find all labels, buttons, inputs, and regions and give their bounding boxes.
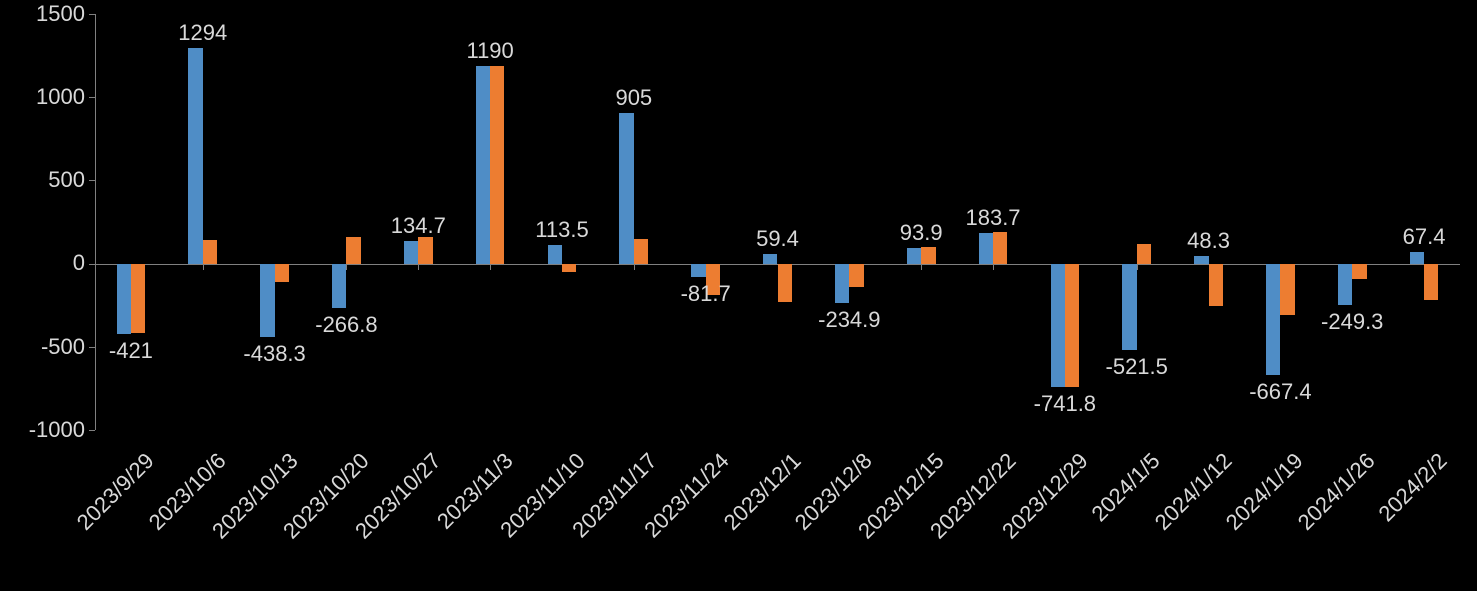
bar-series2 [1065, 264, 1079, 387]
bar-series1 [835, 264, 849, 303]
y-tick [89, 264, 95, 265]
data-label: -667.4 [1249, 379, 1311, 405]
bar-series1 [188, 48, 202, 263]
bar-series2 [993, 232, 1007, 264]
bar-series2 [1209, 264, 1223, 306]
y-tick [89, 180, 95, 181]
bar-series2 [849, 264, 863, 287]
bar-series2 [1137, 244, 1151, 264]
bar-series1 [619, 113, 633, 264]
data-label: 67.4 [1403, 224, 1446, 250]
bar-series2 [1280, 264, 1294, 316]
data-label: -421 [109, 338, 153, 364]
data-label: 1294 [178, 20, 227, 46]
y-axis-label: 1500 [36, 1, 85, 27]
y-axis-label: -1000 [29, 417, 85, 443]
x-tick [490, 264, 491, 270]
x-tick [418, 264, 419, 270]
x-tick [346, 264, 347, 270]
bar-series1 [979, 233, 993, 264]
bar-series2 [418, 237, 432, 264]
x-tick [1137, 264, 1138, 270]
bar-series1 [691, 264, 705, 278]
bar-series2 [131, 264, 145, 334]
data-label: 113.5 [535, 217, 588, 243]
data-label: -249.3 [1321, 309, 1383, 335]
y-tick [89, 430, 95, 431]
data-label: -521.5 [1106, 354, 1168, 380]
bar-series1 [260, 264, 274, 337]
bar-series1 [476, 66, 490, 264]
bar-series1 [1338, 264, 1352, 305]
data-label: 183.7 [965, 205, 1020, 231]
bar-series1 [548, 245, 562, 264]
bar-series1 [1266, 264, 1280, 375]
y-tick [89, 14, 95, 15]
bar-series2 [490, 66, 504, 264]
data-label: 1190 [466, 38, 513, 64]
bar-series1 [404, 241, 418, 263]
bar-series1 [1194, 256, 1208, 264]
bar-series2 [1424, 264, 1438, 301]
data-label: 134.7 [391, 213, 446, 239]
data-label: -438.3 [243, 341, 305, 367]
bar-series2 [203, 240, 217, 263]
bar-series1 [117, 264, 131, 334]
bar-series2 [562, 264, 576, 272]
bar-series1 [763, 254, 777, 264]
bar-series1 [1122, 264, 1136, 351]
y-axis-label: 500 [48, 167, 85, 193]
x-tick [203, 264, 204, 270]
data-label: -234.9 [818, 307, 880, 333]
y-axis-label: 0 [73, 250, 85, 276]
bar-series1 [332, 264, 346, 308]
data-label: 905 [615, 85, 652, 111]
x-tick [993, 264, 994, 270]
data-label: 48.3 [1187, 228, 1230, 254]
data-label: -741.8 [1034, 391, 1096, 417]
data-label: 93.9 [900, 220, 943, 246]
y-tick [89, 97, 95, 98]
x-tick [634, 264, 635, 270]
y-axis-label: -500 [41, 334, 85, 360]
y-tick [89, 347, 95, 348]
data-label: -81.7 [681, 281, 731, 307]
y-axis-line [95, 14, 96, 430]
data-label: -266.8 [315, 312, 377, 338]
bar-series2 [634, 239, 648, 264]
data-label: 59.4 [756, 226, 799, 252]
bar-series2 [921, 247, 935, 264]
bar-series1 [907, 248, 921, 264]
bar-series2 [346, 237, 360, 264]
y-axis-label: 1000 [36, 84, 85, 110]
bar-chart: -1000-5000500100015002023/9/292023/10/62… [0, 0, 1477, 591]
bar-series2 [1352, 264, 1366, 279]
bar-series2 [275, 264, 289, 282]
bar-series1 [1051, 264, 1065, 387]
bar-series1 [1410, 252, 1424, 263]
x-tick [921, 264, 922, 270]
bar-series2 [778, 264, 792, 302]
